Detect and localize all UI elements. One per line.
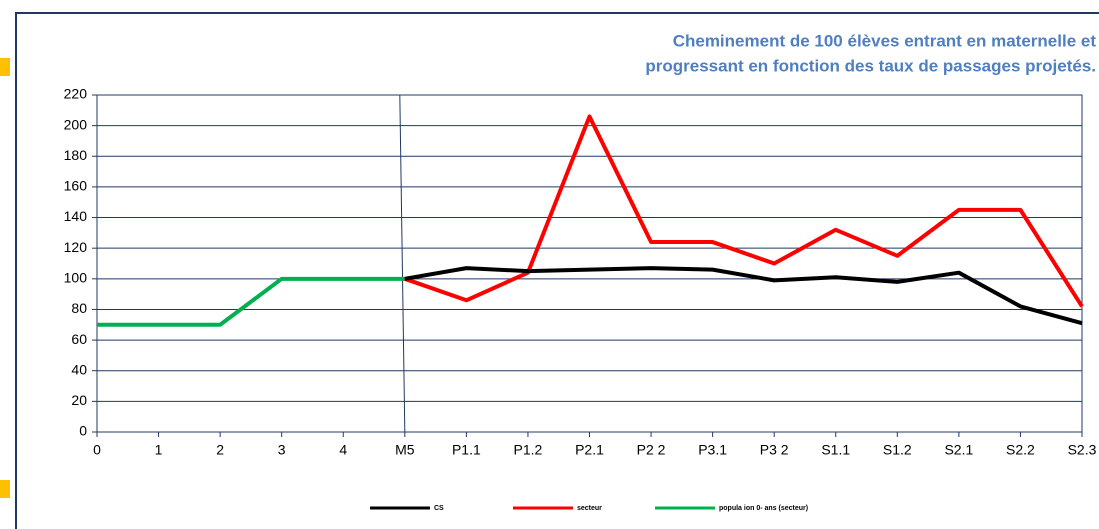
y-tick-label: 160 xyxy=(64,178,88,194)
y-tick-label: 0 xyxy=(79,423,87,439)
y-tick-label: 20 xyxy=(71,392,87,408)
series-line xyxy=(97,276,405,327)
x-tick-label: S1.1 xyxy=(821,442,850,458)
x-tick-label: S2.3 xyxy=(1068,442,1097,458)
legend-label: secteur xyxy=(577,505,602,512)
y-tick-label: 40 xyxy=(71,361,87,377)
edge-marker xyxy=(0,58,10,76)
x-tick-label: P1.1 xyxy=(452,442,481,458)
x-tick-label: P2 2 xyxy=(637,442,666,458)
x-tick-label: 0 xyxy=(93,442,101,458)
x-tick-label: S1.2 xyxy=(883,442,912,458)
x-tick-label: P2.1 xyxy=(575,442,604,458)
x-tick-label: S2.1 xyxy=(944,442,973,458)
y-tick-label: 100 xyxy=(64,270,88,286)
y-tick-label: 180 xyxy=(64,147,88,163)
x-tick-label: 3 xyxy=(278,442,286,458)
y-tick-label: 80 xyxy=(71,300,87,316)
x-tick-label: P1.2 xyxy=(514,442,543,458)
chart-title: progressant en fonction des taux de pass… xyxy=(645,56,1096,75)
y-tick-label: 220 xyxy=(64,86,88,102)
x-tick-label: S2.2 xyxy=(1006,442,1035,458)
x-tick-label: P3 2 xyxy=(760,442,789,458)
x-tick-label: 2 xyxy=(216,442,224,458)
y-tick-label: 60 xyxy=(71,331,87,347)
legend-label: popula ion 0- ans (secteur) xyxy=(719,505,808,512)
series-line xyxy=(404,266,1083,326)
x-tick-label: P3.1 xyxy=(698,442,727,458)
chart-title: Cheminement de 100 élèves entrant en mat… xyxy=(673,31,1097,50)
legend-label: CS xyxy=(434,505,444,512)
x-tick-label: M5 xyxy=(395,442,415,458)
y-tick-label: 140 xyxy=(64,208,88,224)
x-tick-label: 1 xyxy=(155,442,163,458)
edge-marker xyxy=(0,480,10,498)
series-line xyxy=(404,114,1084,308)
x-tick-label: 4 xyxy=(339,442,347,458)
frame xyxy=(15,12,1099,529)
y-tick-label: 200 xyxy=(64,116,88,132)
separator-line xyxy=(399,94,406,433)
y-tick-label: 120 xyxy=(64,239,88,255)
